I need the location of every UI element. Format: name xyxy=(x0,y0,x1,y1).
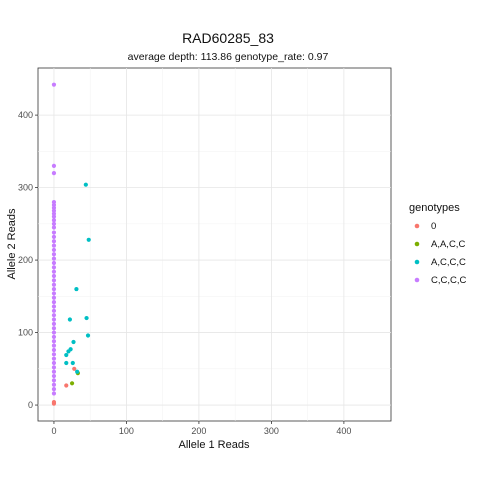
data-point-series-2 xyxy=(86,237,91,242)
data-point-series-3 xyxy=(51,339,57,344)
x-tick-label: 100 xyxy=(119,426,134,436)
chart-subtitle: average depth: 113.86 genotype_rate: 0.9… xyxy=(128,51,329,63)
data-point-series-2 xyxy=(64,360,69,366)
data-point-series-3 xyxy=(51,278,57,283)
data-point-series-3 xyxy=(51,211,57,216)
legend-keys xyxy=(414,223,420,283)
y-tick-label: 400 xyxy=(18,110,33,120)
legend-title: genotypes xyxy=(409,202,460,214)
axis-ticks: 0 100 200 300 400 0 100 200 300 400 xyxy=(18,110,351,436)
grid-lines xyxy=(38,68,391,421)
data-point-series-3 xyxy=(51,304,57,309)
data-point-series-2 xyxy=(83,182,88,187)
x-tick-label: 200 xyxy=(191,426,206,436)
legend-key-3 xyxy=(414,277,420,283)
legend-key-1 xyxy=(414,241,420,247)
data-point-series-3 xyxy=(51,382,57,387)
chart-title: RAD60285_83 xyxy=(182,30,274,46)
data-point-series-0 xyxy=(72,366,77,371)
data-point-series-2 xyxy=(74,286,79,292)
data-point-series-3 xyxy=(51,356,57,361)
legend: genotypes 0 A,A,C,C A,C,C,C C,C,C,C xyxy=(409,202,467,286)
x-axis-title: Allele 1 Reads xyxy=(179,439,250,451)
data-point-series-3 xyxy=(51,243,57,248)
data-point-series-3 xyxy=(51,334,57,340)
data-point-series-3 xyxy=(51,265,57,270)
legend-label-accc: A,C,C,C xyxy=(431,257,466,268)
data-point-series-3 xyxy=(51,199,57,205)
data-point-series-3 xyxy=(51,391,57,396)
data-point-series-3 xyxy=(51,387,57,392)
data-point-series-3 xyxy=(51,365,57,370)
x-tick-label: 0 xyxy=(51,426,56,436)
data-points xyxy=(51,82,91,406)
data-point-series-3 xyxy=(51,252,57,257)
data-point-series-2 xyxy=(84,315,89,321)
data-point-series-3 xyxy=(51,260,57,266)
data-point-series-3 xyxy=(51,239,57,244)
x-tick-label: 300 xyxy=(264,426,279,436)
data-point-series-3 xyxy=(51,214,57,219)
data-point-series-3 xyxy=(51,308,57,313)
data-point-series-3 xyxy=(51,300,57,305)
data-point-series-3 xyxy=(51,202,57,208)
data-point-series-3 xyxy=(51,343,57,348)
data-point-series-3 xyxy=(51,234,57,239)
data-point-series-3 xyxy=(51,352,57,357)
data-point-series-3 xyxy=(51,369,57,374)
data-point-series-2 xyxy=(71,339,76,345)
data-point-series-3 xyxy=(51,326,57,331)
data-point-series-0 xyxy=(64,383,69,388)
data-point-series-3 xyxy=(51,378,57,383)
data-point-series-2 xyxy=(67,317,72,322)
data-point-series-3 xyxy=(51,205,57,210)
legend-label-cccc: C,C,C,C xyxy=(431,275,467,286)
data-point-series-3 xyxy=(51,360,57,366)
data-point-series-3 xyxy=(51,221,57,226)
data-point-series-2 xyxy=(85,333,91,338)
data-point-series-3 xyxy=(51,273,57,279)
data-point-series-3 xyxy=(51,82,57,87)
data-point-series-3 xyxy=(51,295,57,300)
y-tick-label: 0 xyxy=(28,400,33,410)
data-point-series-3 xyxy=(51,230,57,235)
data-point-series-3 xyxy=(51,218,57,223)
data-point-series-3 xyxy=(51,208,57,213)
y-axis-title: Allele 2 Reads xyxy=(6,208,18,279)
data-point-series-3 xyxy=(51,282,57,287)
legend-label-aacc: A,A,C,C xyxy=(431,239,465,250)
data-point-series-3 xyxy=(51,373,57,379)
data-point-series-3 xyxy=(51,291,57,296)
data-point-series-3 xyxy=(51,321,57,326)
data-point-series-3 xyxy=(51,225,57,230)
legend-label-0: 0 xyxy=(431,221,436,232)
legend-key-0 xyxy=(414,223,420,229)
data-point-series-3 xyxy=(51,330,57,335)
data-point-series-3 xyxy=(51,163,57,168)
y-tick-label: 100 xyxy=(18,328,33,338)
data-point-series-3 xyxy=(51,247,57,253)
data-point-series-2 xyxy=(70,360,75,366)
data-point-series-3 xyxy=(51,347,57,353)
data-point-series-2 xyxy=(64,352,69,358)
y-tick-label: 200 xyxy=(18,255,33,265)
y-tick-label: 300 xyxy=(18,183,33,193)
data-point-series-3 xyxy=(51,317,57,322)
legend-key-2 xyxy=(414,259,420,265)
data-point-series-3 xyxy=(51,256,57,261)
data-point-series-3 xyxy=(51,286,57,292)
data-point-series-3 xyxy=(51,313,57,318)
data-point-series-0 xyxy=(51,400,57,405)
data-point-series-2 xyxy=(75,369,80,374)
data-point-series-2 xyxy=(66,349,71,354)
data-point-series-1 xyxy=(69,381,75,386)
data-point-series-3 xyxy=(51,171,57,176)
plot-panel xyxy=(37,67,392,422)
data-point-series-3 xyxy=(51,269,57,274)
x-tick-label: 400 xyxy=(336,426,351,436)
